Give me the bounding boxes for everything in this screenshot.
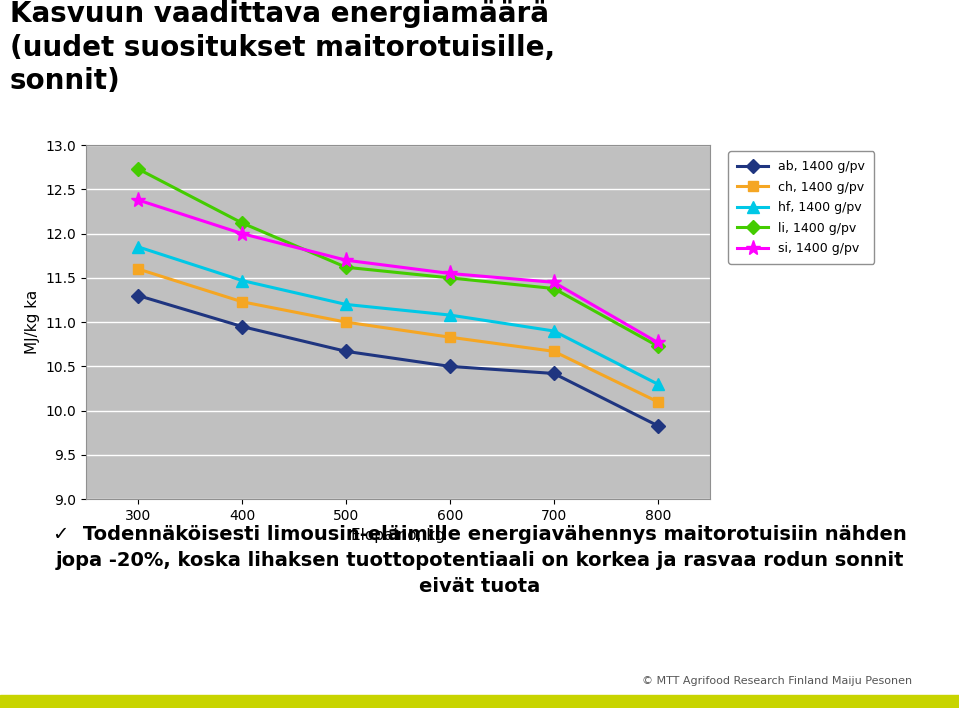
si, 1400 g/pv xyxy=(652,338,664,347)
ab, 1400 g/pv xyxy=(549,370,560,378)
hf, 1400 g/pv xyxy=(652,379,664,388)
hf, 1400 g/pv xyxy=(132,243,144,251)
si, 1400 g/pv xyxy=(132,196,144,205)
Text: Kasvuun vaadittava energiamäärä
(uudet suositukset maitorotuisille,
sonnit): Kasvuun vaadittava energiamäärä (uudet s… xyxy=(10,0,554,95)
ab, 1400 g/pv xyxy=(652,421,664,430)
Line: ch, 1400 g/pv: ch, 1400 g/pv xyxy=(133,264,663,406)
li, 1400 g/pv xyxy=(444,274,456,282)
ab, 1400 g/pv xyxy=(236,322,247,331)
Y-axis label: MJ/kg ka: MJ/kg ka xyxy=(25,290,40,354)
si, 1400 g/pv xyxy=(236,229,247,238)
Line: li, 1400 g/pv: li, 1400 g/pv xyxy=(133,164,663,351)
X-axis label: Elopaino, kg: Elopaino, kg xyxy=(351,528,445,544)
si, 1400 g/pv xyxy=(340,256,352,265)
ch, 1400 g/pv xyxy=(340,318,352,326)
li, 1400 g/pv xyxy=(652,342,664,350)
hf, 1400 g/pv xyxy=(549,327,560,336)
hf, 1400 g/pv xyxy=(340,300,352,309)
ch, 1400 g/pv xyxy=(444,333,456,341)
li, 1400 g/pv xyxy=(340,263,352,272)
ab, 1400 g/pv xyxy=(444,362,456,371)
ch, 1400 g/pv xyxy=(236,297,247,306)
Legend: ab, 1400 g/pv, ch, 1400 g/pv, hf, 1400 g/pv, li, 1400 g/pv, si, 1400 g/pv: ab, 1400 g/pv, ch, 1400 g/pv, hf, 1400 g… xyxy=(729,152,874,264)
si, 1400 g/pv xyxy=(549,278,560,287)
ab, 1400 g/pv xyxy=(340,347,352,355)
li, 1400 g/pv xyxy=(549,284,560,293)
Line: si, 1400 g/pv: si, 1400 g/pv xyxy=(130,193,666,350)
Line: hf, 1400 g/pv: hf, 1400 g/pv xyxy=(132,241,664,389)
ch, 1400 g/pv xyxy=(132,265,144,273)
li, 1400 g/pv xyxy=(236,219,247,227)
si, 1400 g/pv xyxy=(444,269,456,278)
Text: ✓  Todennäköisesti limousin-eläimille energiavähennys maitorotuisiin nähden
jopa: ✓ Todennäköisesti limousin-eläimille ene… xyxy=(53,525,906,595)
ch, 1400 g/pv xyxy=(549,347,560,355)
Line: ab, 1400 g/pv: ab, 1400 g/pv xyxy=(133,291,663,430)
hf, 1400 g/pv xyxy=(444,311,456,319)
li, 1400 g/pv xyxy=(132,165,144,173)
ab, 1400 g/pv xyxy=(132,292,144,300)
ch, 1400 g/pv xyxy=(652,398,664,406)
hf, 1400 g/pv xyxy=(236,276,247,285)
Text: © MTT Agrifood Research Finland Maiju Pesonen: © MTT Agrifood Research Finland Maiju Pe… xyxy=(643,675,912,685)
